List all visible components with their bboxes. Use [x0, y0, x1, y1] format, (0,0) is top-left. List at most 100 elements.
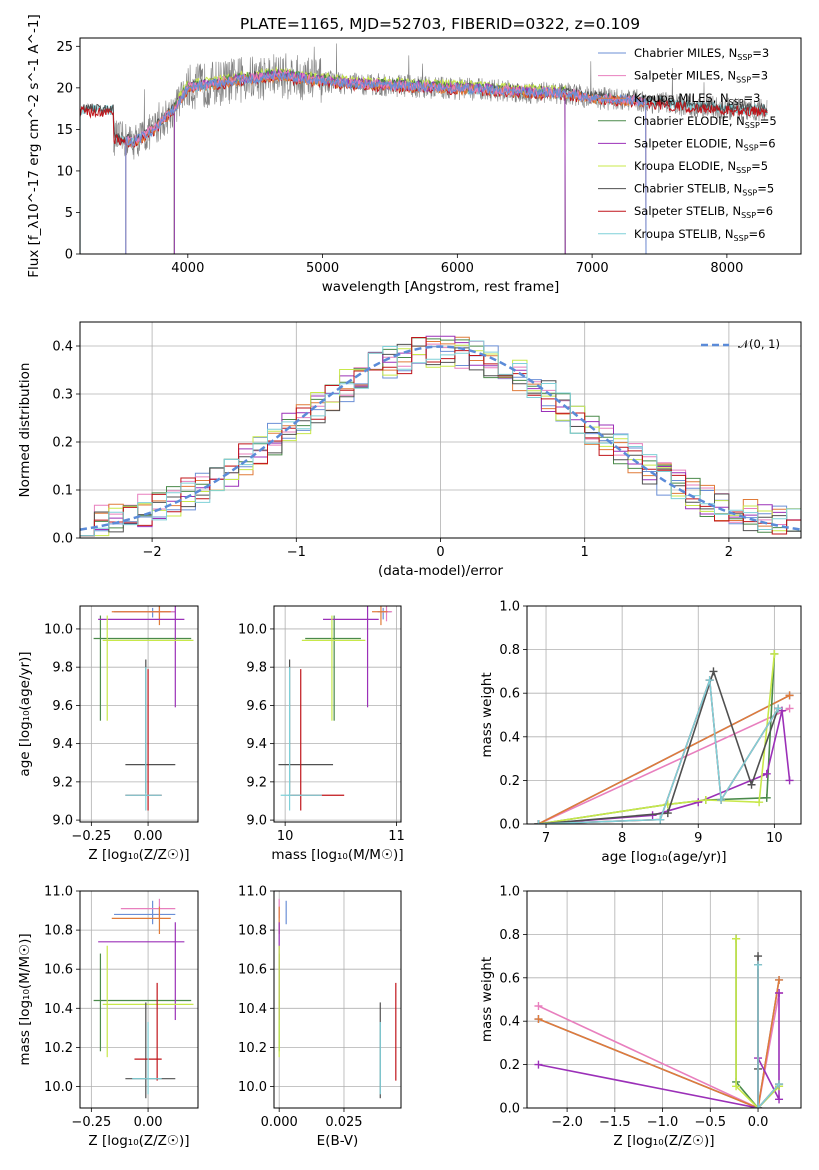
legend-label: Kroupa STELIB, NSSP=6	[634, 227, 765, 243]
x-tick-label: 10	[766, 831, 783, 846]
plot-area	[278, 898, 397, 1099]
y-tick-label: 9.2	[246, 775, 267, 790]
legend-label-text: Salpeter STELIB, N	[634, 204, 741, 218]
weight-marker	[709, 667, 718, 676]
weight-marker	[663, 809, 672, 818]
y-tick-label: 10.0	[238, 622, 267, 637]
legend-label-sub: SSP	[742, 189, 757, 198]
y-tick-label: 0.2	[52, 436, 73, 451]
legend-label-text: Kroupa STELIB, N	[634, 227, 734, 241]
x-axis-label: age [log₁₀(age/yr)]	[601, 849, 726, 865]
y-tick-label: 9.8	[52, 661, 73, 676]
legend-label-sub: SSP	[736, 76, 751, 85]
y-tick-label: 0.0	[499, 1102, 520, 1117]
panels: 4000 5000 6000 7000 80000510152025wavelength…	[17, 14, 802, 1149]
x-tick-label: 8	[618, 831, 626, 846]
x-axis-label: Z [log₁₀(Z/Z☉)]	[613, 1133, 714, 1149]
y-axis-label: age [log₁₀(age/yr)]	[17, 651, 33, 776]
x-tick-label: −0.5	[695, 1115, 727, 1130]
legend-label-sub: SSP	[745, 121, 760, 130]
weight-line-kroupa-stelib	[538, 679, 779, 824]
y-tick-label: 9.6	[246, 699, 267, 714]
y-tick-label: 10.0	[238, 1080, 267, 1095]
weight-marker	[694, 798, 703, 807]
weight-marker	[755, 798, 764, 807]
y-tick-label: 25	[56, 40, 73, 55]
residual-histogram-salpeter-elodie	[80, 335, 801, 537]
y-tick-label: 10.4	[238, 1002, 267, 1017]
panel-mass_z: −0.25 0.00 10.0 10.2 10.4 10.6 10.8 11.0 Z [log₁…	[17, 885, 199, 1149]
y-axis-label: mass weight	[479, 672, 495, 757]
y-tick-label: 0.0	[499, 818, 520, 833]
panel-residuals: −2 −1 0 1 2 0.0 0.1 0.2 0.3 0.4 (data-model)/error…	[17, 321, 802, 579]
plot-area	[534, 934, 784, 1108]
legend-label-suffix: =6	[749, 227, 766, 241]
weight-marker	[785, 776, 794, 785]
y-axis-label: mass weight	[479, 957, 495, 1042]
legend-label: Kroupa ELODIE, NSSP=5	[634, 159, 768, 175]
x-tick-label: −2	[143, 545, 162, 560]
normal-distribution-curve	[80, 345, 801, 531]
legend-label-text: Chabrier MILES, N	[634, 46, 737, 60]
y-axis-label: Flux [f_λ10^-17 erg cm^-2 s^-1 A^-1]	[26, 14, 42, 277]
y-tick-label: 0.1	[52, 484, 73, 499]
legend-label: Salpeter STELIB, NSSP=6	[634, 204, 773, 220]
plot-area	[278, 606, 393, 811]
legend-label-text: Kroupa ELODIE, N	[634, 159, 736, 173]
x-tick-label: 0.000	[261, 1115, 298, 1130]
plot-frame	[79, 321, 802, 539]
legend-label-suffix: =5	[757, 182, 774, 196]
residual-histogram-chabrier-stelib	[80, 343, 801, 537]
y-tick-label: 0.0	[52, 532, 73, 547]
y-tick-label: 0.3	[52, 388, 73, 403]
legend-label-text: Salpeter MILES, N	[634, 69, 736, 83]
y-tick-label: 11.0	[44, 885, 73, 900]
legend-label-text: Chabrier ELODIE, N	[634, 114, 745, 128]
legend-label: Salpeter ELODIE, NSSP=6	[634, 136, 776, 152]
x-tick-label: −0.25	[71, 829, 111, 844]
legend-label-text: Chabrier STELIB, N	[634, 182, 742, 196]
weight-marker	[775, 975, 784, 984]
weight-line-kroupa-stelib	[757, 964, 780, 1108]
y-tick-label: 9.2	[52, 775, 73, 790]
legend-label-suffix: =5	[760, 114, 777, 128]
y-tick-label: 10.0	[44, 622, 73, 637]
plot-frame	[273, 605, 402, 823]
plot-area	[80, 43, 768, 254]
panel-age_z: −0.25 0.00 9.0 9.2 9.4 9.6 9.8 10.0 Z [log₁₀(Z/Z…	[17, 605, 199, 863]
legend-label-suffix: =6	[759, 136, 776, 150]
plot-frame	[526, 605, 802, 825]
y-tick-label: 9.0	[246, 814, 267, 829]
weight-line-kroupa-miles	[538, 979, 780, 1108]
weight-marker	[701, 796, 710, 805]
x-tick-label: 11	[388, 829, 405, 844]
legend-label-sub: SSP	[744, 143, 759, 152]
x-axis-label: (data-model)/error	[378, 563, 504, 579]
legend-label-text: Kroupa MILES, N	[634, 91, 729, 105]
y-tick-label: 0.6	[499, 687, 520, 702]
x-axis-label: E(B-V)	[317, 1133, 359, 1149]
y-tick-label: 10.8	[238, 924, 267, 939]
residual-histogram-chabrier-elodie	[80, 337, 801, 537]
legend-label: Kroupa MILES, NSSP=3	[634, 91, 760, 107]
legend-label-sub: SSP	[729, 98, 744, 107]
legend-label-suffix: =3	[744, 91, 761, 105]
legend-label: Chabrier MILES, NSSP=3	[634, 46, 769, 62]
y-axis-label: mass [log₁₀(M/M☉)]	[17, 933, 33, 1065]
panel-weights_z: −2.0 −1.5 −1.0 −0.5 0.0 0.0 0.2 0.4 0.6 0.8 1.0 Z […	[479, 885, 802, 1149]
weight-line-kroupa-miles	[538, 694, 790, 824]
x-tick-label: 0	[436, 545, 444, 560]
y-tick-label: 20	[56, 81, 73, 96]
y-tick-label: 1.0	[499, 600, 520, 615]
weight-marker	[732, 1082, 741, 1091]
x-tick-label: 7000	[576, 261, 609, 276]
x-axis-label: Z [log₁₀(Z/Z☉)]	[88, 847, 189, 863]
x-tick-label: 0.0	[748, 1115, 769, 1130]
y-tick-label: 10.8	[44, 924, 73, 939]
y-tick-label: 0.4	[52, 340, 73, 355]
y-tick-label: 15	[56, 123, 73, 138]
y-tick-label: 9.4	[52, 737, 73, 752]
y-tick-label: 0.8	[499, 643, 520, 658]
legend-label-sub: SSP	[736, 166, 751, 175]
